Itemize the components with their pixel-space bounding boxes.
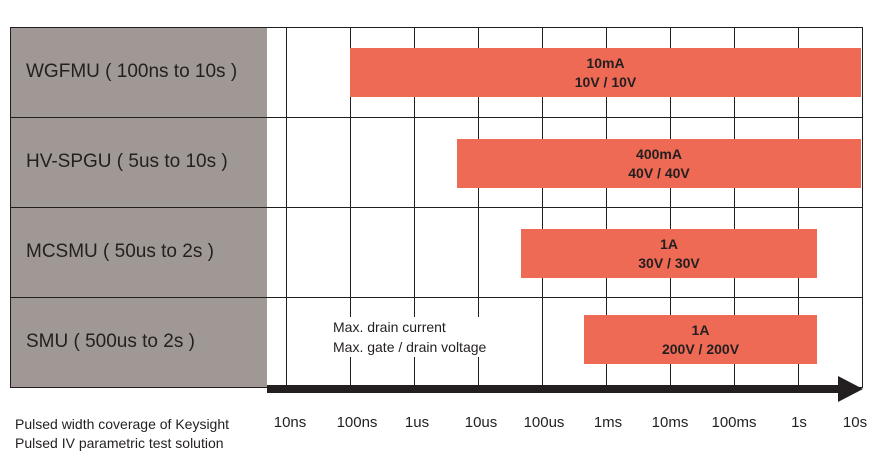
- row-label-wgfmu: WGFMU ( 100ns to 10s ): [26, 61, 238, 82]
- axis-arrow-head: [838, 376, 863, 402]
- bar-current: 400mA: [636, 145, 682, 162]
- tick-label: 10s: [842, 414, 868, 431]
- tick-label: 100ns: [336, 414, 378, 431]
- tick-label: 1s: [791, 414, 807, 431]
- bar-voltage: 30V / 30V: [638, 254, 700, 271]
- row-divider: [10, 207, 863, 208]
- tick-label: 10us: [464, 414, 498, 431]
- legend-current-label: Max. drain current: [333, 319, 446, 335]
- caption-line-2: Pulsed IV parametric test solution: [15, 435, 224, 451]
- tick-label: 10ms: [651, 414, 689, 431]
- row-divider: [10, 297, 863, 298]
- bar-current: 1A: [691, 321, 710, 338]
- tick-label: 100ms: [711, 414, 757, 431]
- coverage-bar-mcsmu: 1A 30V / 30V: [521, 229, 817, 278]
- bar-voltage: 40V / 40V: [628, 164, 690, 181]
- row-divider: [10, 117, 863, 118]
- row-label-hv-spgu: HV-SPGU ( 5us to 10s ): [26, 151, 228, 172]
- row-label-mcsmu: MCSMU ( 50us to 2s ): [26, 241, 214, 262]
- row-label-smu: SMU ( 500us to 2s ): [26, 331, 195, 352]
- bar-voltage: 10V / 10V: [574, 73, 637, 90]
- bar-voltage: 200V / 200V: [661, 340, 740, 357]
- coverage-bar-smu: 1A 200V / 200V: [584, 315, 817, 364]
- tick-label: 100us: [523, 414, 565, 431]
- bar-current: 1A: [660, 235, 678, 252]
- legend-voltage-label: Max. gate / drain voltage: [333, 339, 487, 355]
- bar-current: 10mA: [586, 54, 625, 71]
- tick-label: 1ms: [593, 414, 623, 431]
- coverage-bar-wgfmu: 10mA 10V / 10V: [350, 48, 861, 97]
- tick-label: 10ns: [273, 414, 307, 431]
- caption-line-1: Pulsed width coverage of Keysight: [15, 416, 230, 432]
- caption: Pulsed width coverage of Keysight Pulsed…: [15, 415, 229, 453]
- tick-label: 1us: [404, 414, 430, 431]
- bar-legend: Max. drain current Max. gate / drain vol…: [333, 317, 491, 357]
- axis-arrow-line: [267, 385, 841, 393]
- coverage-bar-hv-spgu: 400mA 40V / 40V: [457, 139, 861, 188]
